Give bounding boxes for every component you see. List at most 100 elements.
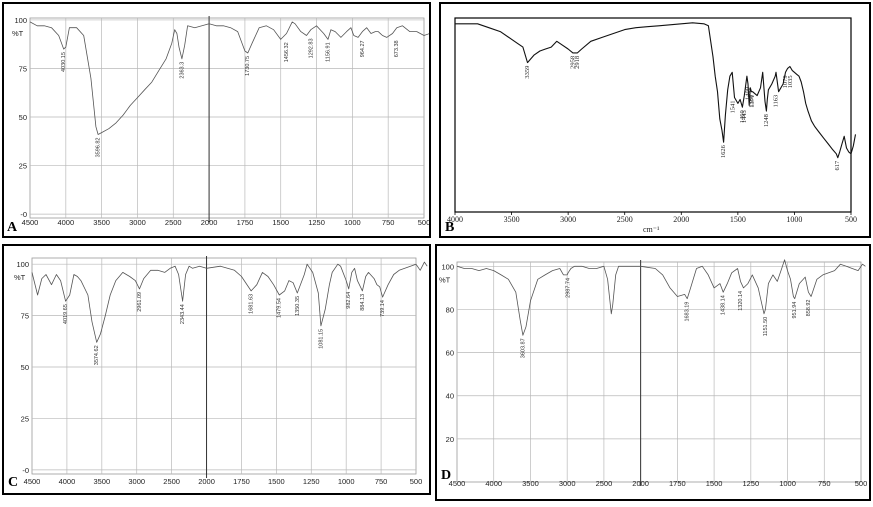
- x-tick-label: 2500: [617, 215, 633, 224]
- peak-label: 1151.50: [763, 317, 769, 336]
- peak-label: 1156.91: [325, 42, 331, 61]
- x-tick-label: 1250: [742, 479, 759, 488]
- peak-label: 2958: [569, 56, 576, 69]
- y-axis-label: %T: [14, 273, 26, 282]
- spectrum-line: [455, 22, 857, 159]
- x-tick-label: 1500: [730, 215, 746, 224]
- y-tick-label: 40: [446, 392, 454, 401]
- peak-label: 4019.65: [63, 304, 69, 324]
- peak-label: 964.27: [360, 40, 366, 57]
- plot-frame-c: [31, 257, 417, 475]
- y-axis-label: %T: [12, 29, 24, 38]
- ir-spectrum-c: 4500 4000 3500 3000 2500 2000 1750 1500 1250 1000…: [14, 256, 428, 486]
- chart-panel-a: 4500 4000 3500 3000 2500 2000 1750 1500 1250 1000…: [2, 2, 431, 238]
- x-tick-label: 2000: [201, 218, 218, 227]
- x-tick-label: 1000: [786, 215, 802, 224]
- y-axis-label: %T: [439, 275, 451, 284]
- x-tick-label: 1750: [233, 477, 250, 486]
- y-tick-label: 80: [446, 305, 454, 314]
- chart-panel-c: 4500 4000 3500 3000 2500 2000 1750 1500 1250 1000…: [2, 244, 431, 495]
- panel-label-a: A: [7, 220, 18, 235]
- x-tick-label: 3500: [93, 218, 110, 227]
- peak-label: 884.13: [360, 294, 366, 311]
- gridlines-c: [32, 258, 416, 474]
- peak-label: 1541: [730, 101, 737, 114]
- x-tick-label: 1000: [779, 479, 796, 488]
- peak-label: 1163: [772, 95, 779, 108]
- peak-label: 4030.15: [61, 52, 67, 72]
- peak-label: 1479.54: [277, 298, 283, 318]
- x-tick-label: 3500: [522, 479, 539, 488]
- x-tick-label: 500: [418, 218, 429, 227]
- x-tick-label: 4500: [24, 477, 41, 486]
- panel-label-c: C: [8, 475, 19, 490]
- peak-label: 2961.09: [137, 292, 143, 312]
- x-tick-label: 4000: [59, 477, 76, 486]
- x-tick-label: 3000: [128, 477, 145, 486]
- x-tick-label: 4000: [447, 215, 463, 224]
- x-tick-label: 1500: [272, 218, 289, 227]
- x-tick-label: 3000: [559, 479, 576, 488]
- x-tick-label: 500: [410, 477, 423, 486]
- y-tick-label: 20: [446, 435, 454, 444]
- y-tick-label: 60: [446, 349, 454, 358]
- peak-label: 1035: [787, 75, 794, 88]
- plot-frame-a: [29, 17, 425, 219]
- peak-label: 1320.14: [738, 291, 744, 311]
- x-tick-label: 2500: [165, 218, 182, 227]
- peak-label: 1681.63: [249, 294, 255, 314]
- x-tick-label: 1750: [669, 479, 686, 488]
- peak-label: 1438.14: [721, 295, 727, 315]
- x-tick-label: 4000: [57, 218, 74, 227]
- y-tick-label: -0: [22, 466, 29, 475]
- y-tick-label: 75: [19, 64, 27, 73]
- x-tick-label: 1000: [338, 477, 355, 486]
- x-tick-label: 4000: [485, 479, 502, 488]
- peak-label: 951.94: [792, 302, 798, 319]
- spectrum-line: [456, 259, 866, 336]
- x-tick-label: 1250: [303, 477, 320, 486]
- x-tick-label: 2500: [163, 477, 180, 486]
- chart-panel-b: 4000 3500 3000 2500 2000 1500 1000 500 cm⁻¹ 3359 2…: [439, 2, 871, 238]
- panel-label-d: D: [441, 468, 452, 483]
- peak-label: 1248: [763, 114, 770, 127]
- peak-label: 1380: [748, 95, 755, 108]
- y-tick-label: 25: [19, 162, 27, 171]
- ir-spectrum-a: 4500 4000 3500 3000 2500 2000 1750 1500 1250 1000…: [12, 16, 429, 227]
- peak-label: 673.38: [394, 40, 400, 57]
- panel-label-b: B: [445, 220, 455, 235]
- x-tick-label: 4500: [22, 218, 39, 227]
- x-tick-label: 500: [855, 479, 868, 488]
- plot-frame-b: [454, 17, 852, 213]
- peak-label: 982.64: [346, 292, 352, 309]
- x-tick-label: 1750: [237, 218, 254, 227]
- x-tick-label: 2000: [198, 477, 215, 486]
- y-tick-label: 50: [21, 363, 29, 372]
- y-tick-label: -0: [20, 210, 27, 219]
- x-tick-label: 3500: [93, 477, 110, 486]
- peak-label: 1456.32: [284, 42, 290, 62]
- peak-label: 2343.44: [180, 304, 186, 324]
- plot-frame-d: [456, 261, 862, 483]
- peak-label: 617: [834, 160, 841, 171]
- peak-label: 1730.75: [245, 56, 251, 76]
- x-tick-label: 750: [375, 477, 388, 486]
- gridlines-d: [457, 262, 861, 482]
- x-tick-label: 3500: [504, 215, 520, 224]
- y-tick-label: 75: [21, 312, 29, 321]
- peak-label: 1409: [745, 87, 752, 100]
- x-tick-label: 2000: [673, 215, 689, 224]
- peak-label: 2987.74: [566, 278, 572, 298]
- peak-label: 3574.62: [94, 345, 100, 365]
- chart-panel-d: 4500 4000 3500 3000 2500 2000 1750 1500 1250 1000…: [435, 244, 871, 501]
- peak-label: 1081.15: [318, 329, 324, 349]
- x-tick-label: 3000: [129, 218, 146, 227]
- x-tick-label: 1500: [268, 477, 285, 486]
- peak-label: 1371: [749, 95, 756, 108]
- peak-label: 1350.35: [295, 296, 301, 316]
- x-tick-label: 750: [818, 479, 831, 488]
- peak-label: 1079: [782, 75, 789, 88]
- ir-spectrum-b: 4000 3500 3000 2500 2000 1500 1000 500 cm⁻¹ 3359 2…: [447, 17, 857, 234]
- x-tick-label: 4500: [449, 479, 466, 488]
- peak-label: 739.14: [380, 300, 386, 317]
